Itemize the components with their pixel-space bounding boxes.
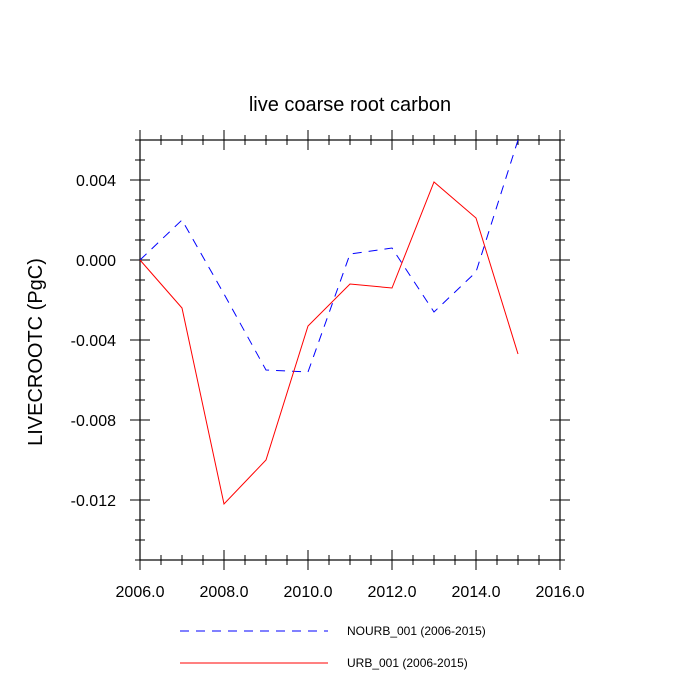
y-tick-label: -0.008 [71, 413, 116, 430]
y-axis-label: LIVECROOTC (PgC) [25, 258, 47, 446]
y-tick-label: -0.012 [71, 493, 116, 510]
chart-title: live coarse root carbon [249, 94, 451, 116]
legend-label: NOURB_001 (2006-2015) [347, 624, 486, 638]
plot-frame [139, 139, 561, 561]
x-tick-label: 2010.0 [284, 584, 333, 601]
axis-ticks [130, 130, 570, 570]
x-tick-label: 2006.0 [116, 584, 165, 601]
x-tick-label: 2012.0 [368, 584, 417, 601]
series-line-nourb-001 [139, 139, 519, 373]
legend: NOURB_001 (2006-2015) URB_001 (2006-2015) [180, 624, 486, 670]
legend-label: URB_001 (2006-2015) [347, 656, 468, 670]
y-tick-label: -0.004 [71, 333, 116, 350]
y-tick-label: 0.004 [76, 173, 116, 190]
y-tick-label: 0.000 [76, 253, 116, 270]
series-line-urb-001 [139, 181, 519, 506]
x-tick-label: 2008.0 [200, 584, 249, 601]
series-lines [139, 139, 519, 506]
axis-tick-labels: 2006.0 2008.0 2010.0 2012.0 2014.0 2016.0 0.00… [71, 173, 585, 601]
x-tick-label: 2016.0 [536, 584, 585, 601]
x-tick-label: 2014.0 [452, 584, 501, 601]
